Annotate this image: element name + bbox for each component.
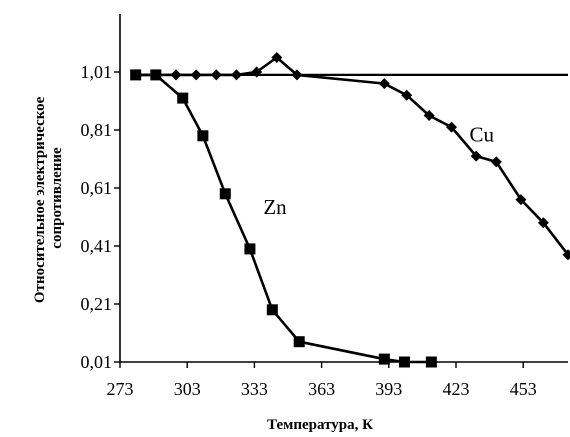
data-point-cu bbox=[537, 217, 549, 229]
data-point-zn bbox=[244, 243, 256, 255]
data-point-zn bbox=[219, 188, 231, 200]
y-tick-label: 0,81 bbox=[81, 120, 113, 140]
y-tick-label: 0,41 bbox=[81, 236, 113, 256]
data-point-cu bbox=[515, 194, 527, 206]
data-point-cu bbox=[490, 156, 502, 168]
data-point-zn bbox=[130, 69, 142, 81]
data-point-zn bbox=[150, 69, 162, 81]
data-point-zn bbox=[378, 353, 390, 365]
data-point-zn bbox=[266, 304, 278, 316]
y-tick-label: 0,21 bbox=[81, 294, 113, 314]
y-tick-label: 1,01 bbox=[81, 62, 113, 82]
series-layer bbox=[130, 52, 570, 368]
data-point-cu bbox=[190, 69, 202, 81]
data-point-cu bbox=[251, 66, 263, 78]
series-label-zn: Zn bbox=[263, 195, 287, 219]
x-tick-label: 423 bbox=[443, 379, 470, 399]
data-point-zn bbox=[293, 336, 305, 348]
data-point-cu bbox=[271, 52, 283, 63]
y-axis-title-line-1: Относительное электрическое bbox=[32, 96, 48, 303]
data-point-zn bbox=[425, 356, 437, 368]
x-axis-title: Температура, К bbox=[267, 417, 373, 433]
x-tick-label: 333 bbox=[241, 379, 268, 399]
x-tick-label: 393 bbox=[375, 379, 402, 399]
x-tick-label: 453 bbox=[510, 379, 537, 399]
y-axis-title-line-2: сопротивление bbox=[49, 147, 65, 249]
data-point-cu bbox=[470, 150, 482, 162]
x-tick-label: 363 bbox=[308, 379, 335, 399]
data-point-cu bbox=[210, 69, 222, 81]
data-point-cu bbox=[291, 69, 303, 81]
y-axis-title: Относительное электрическое сопротивлени… bbox=[32, 93, 65, 303]
data-point-cu bbox=[378, 78, 390, 90]
data-point-cu bbox=[230, 69, 242, 81]
y-axis-ticks: 0,01 0,21 0,41 0,61 0,81 1,01 bbox=[81, 62, 120, 372]
y-tick-label: 0,01 bbox=[81, 352, 113, 372]
x-tick-label: 303 bbox=[174, 379, 201, 399]
data-point-zn bbox=[398, 356, 410, 368]
data-point-cu bbox=[401, 89, 413, 101]
series-line-cu bbox=[135, 56, 570, 256]
data-point-zn bbox=[197, 130, 209, 142]
annotation-layer: Cu Zn bbox=[263, 123, 494, 220]
data-point-cu bbox=[562, 249, 570, 261]
y-tick-label: 0,61 bbox=[81, 178, 113, 198]
data-point-cu bbox=[423, 110, 435, 121]
series-label-cu: Cu bbox=[469, 123, 494, 147]
data-point-zn bbox=[177, 92, 189, 104]
x-tick-label: 273 bbox=[107, 379, 134, 399]
x-axis-ticks: 273 303 333 363 393 423 453 bbox=[107, 362, 537, 399]
data-point-cu bbox=[170, 69, 182, 81]
data-point-cu bbox=[446, 121, 458, 133]
